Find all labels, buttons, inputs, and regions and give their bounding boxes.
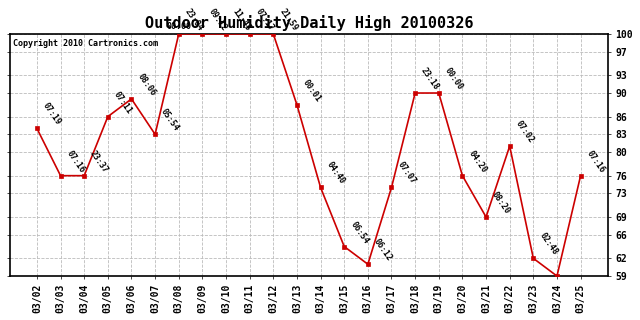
Text: 06:54: 06:54 [348,220,370,245]
Text: 00:01: 00:01 [301,78,323,103]
Text: 04:20: 04:20 [467,149,488,174]
Text: 07:02: 07:02 [514,119,536,145]
Text: 00:00: 00:00 [443,66,465,92]
Text: 02:48: 02:48 [538,231,559,257]
Text: 09:12: 09:12 [207,7,228,33]
Text: 23:04: 23:04 [183,7,205,33]
Text: 00:00: 00:00 [166,22,191,31]
Text: Copyright 2010 Cartronics.com: Copyright 2010 Cartronics.com [13,39,157,48]
Title: Outdoor Humidity Daily High 20100326: Outdoor Humidity Daily High 20100326 [145,15,473,31]
Text: 07:17: 07:17 [254,7,276,33]
Text: 11:45: 11:45 [230,7,252,33]
Text: 23:18: 23:18 [419,66,441,92]
Text: 08:06: 08:06 [136,72,157,98]
Text: 21:59: 21:59 [278,7,299,33]
Text: 06:12: 06:12 [372,237,394,263]
Text: 04:40: 04:40 [324,160,346,186]
Text: 23:37: 23:37 [88,149,110,174]
Text: 08:20: 08:20 [490,190,512,216]
Text: 07:16: 07:16 [585,149,607,174]
Text: 07:07: 07:07 [396,160,417,186]
Text: 07:16: 07:16 [65,149,86,174]
Text: 07:11: 07:11 [112,90,134,115]
Text: 05:54: 05:54 [159,107,181,133]
Text: 07:19: 07:19 [41,101,63,127]
